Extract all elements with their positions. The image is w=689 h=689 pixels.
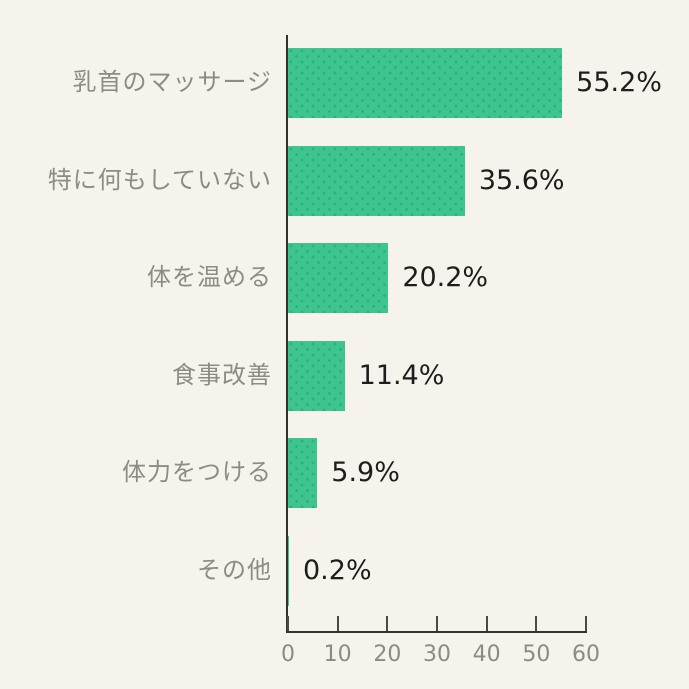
y-axis-line [286, 35, 288, 633]
x-axis-tick-label: 50 [522, 642, 551, 667]
value-label: 55.2% [576, 67, 662, 98]
value-label: 0.2% [303, 554, 372, 586]
value-label: 20.2% [402, 262, 489, 293]
x-axis-tick [585, 616, 587, 631]
x-axis-tick [336, 616, 339, 631]
category-label: その他 [197, 556, 272, 584]
bar-6 [288, 535, 289, 606]
category-label: 乳首のマッサージ [72, 69, 272, 96]
value-label: 35.6% [478, 164, 565, 196]
x-axis-tick-label: 30 [423, 642, 451, 667]
x-axis-tick [386, 616, 389, 631]
x-axis-tick-label: 0 [281, 642, 295, 667]
x-axis-line [286, 631, 587, 633]
x-axis-tick [485, 616, 488, 631]
x-axis-tick-label: 20 [373, 642, 402, 667]
bar-1 [288, 48, 563, 118]
x-axis-tick [287, 616, 289, 631]
x-axis-tick [535, 616, 538, 631]
x-axis-tick-label: 10 [323, 642, 352, 667]
value-label: 5.9% [331, 457, 400, 488]
x-axis-tick-label: 60 [572, 642, 600, 667]
bar-4 [288, 340, 345, 411]
x-axis-tick-label: 40 [472, 642, 501, 667]
bar-2 [288, 145, 465, 216]
x-axis-tick [436, 616, 438, 631]
value-label: 11.4% [358, 359, 445, 391]
category-label: 体を温める [147, 264, 272, 291]
bar-5 [288, 438, 318, 508]
category-label: 体力をつける [122, 459, 272, 486]
category-label: 食事改善 [172, 361, 272, 389]
bar-3 [288, 243, 389, 313]
category-label: 特に何もしていない [47, 166, 272, 194]
